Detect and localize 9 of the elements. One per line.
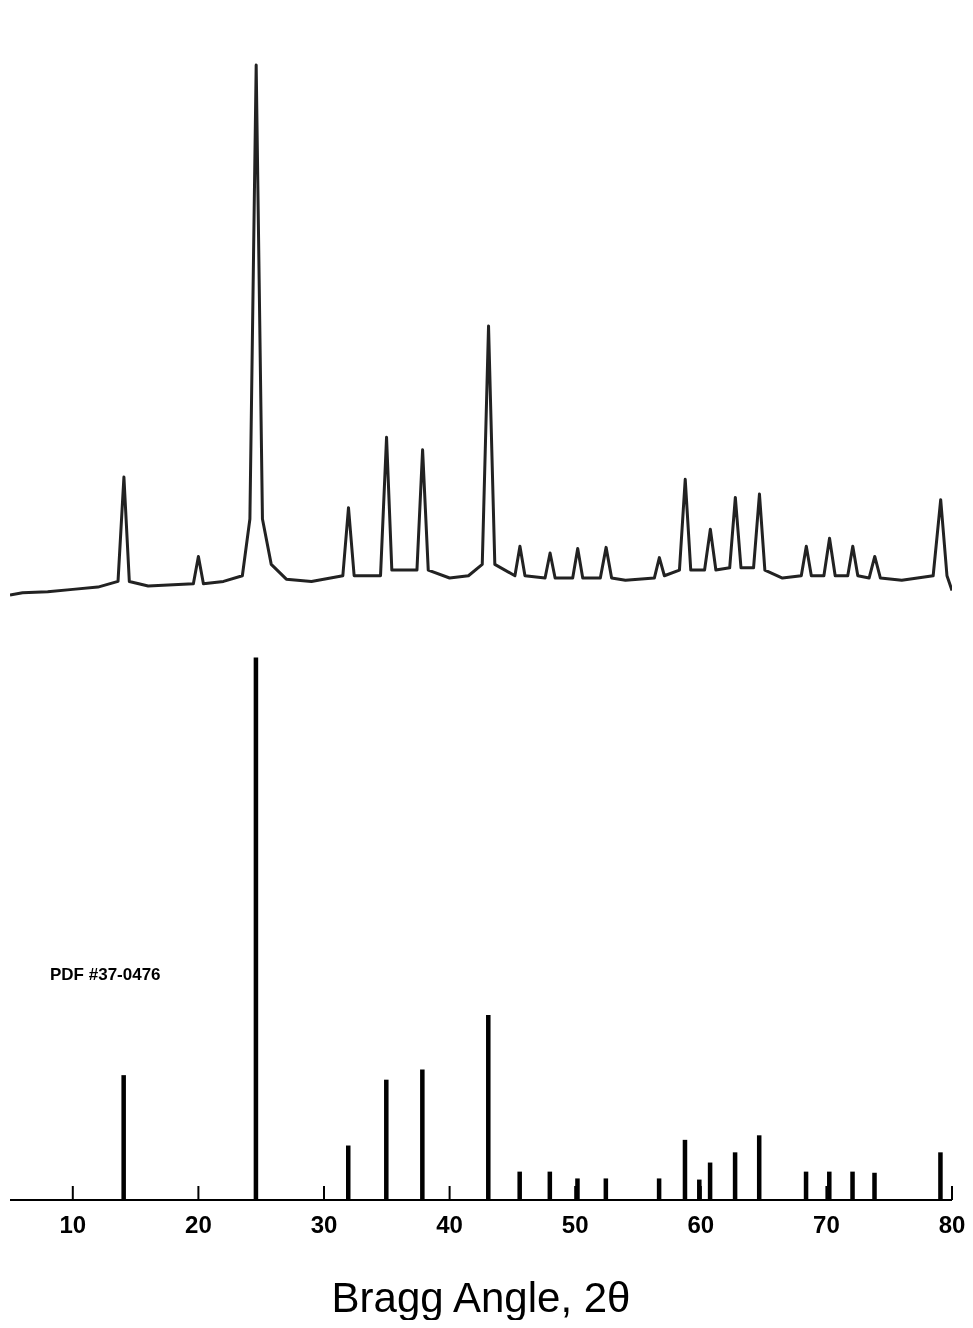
- annotation: PDF #37-0476: [50, 965, 161, 985]
- x-tick-label: 80: [938, 1211, 966, 1239]
- x-tick-label: 30: [310, 1211, 338, 1239]
- x-tick-label: 60: [687, 1211, 715, 1239]
- x-tick-label: 20: [185, 1211, 212, 1239]
- x-tick-label: 10: [59, 1211, 87, 1239]
- x-tick-label: 50: [561, 1211, 589, 1239]
- x-tick-label: 40: [436, 1211, 463, 1239]
- x-tick-label: 70: [813, 1211, 840, 1239]
